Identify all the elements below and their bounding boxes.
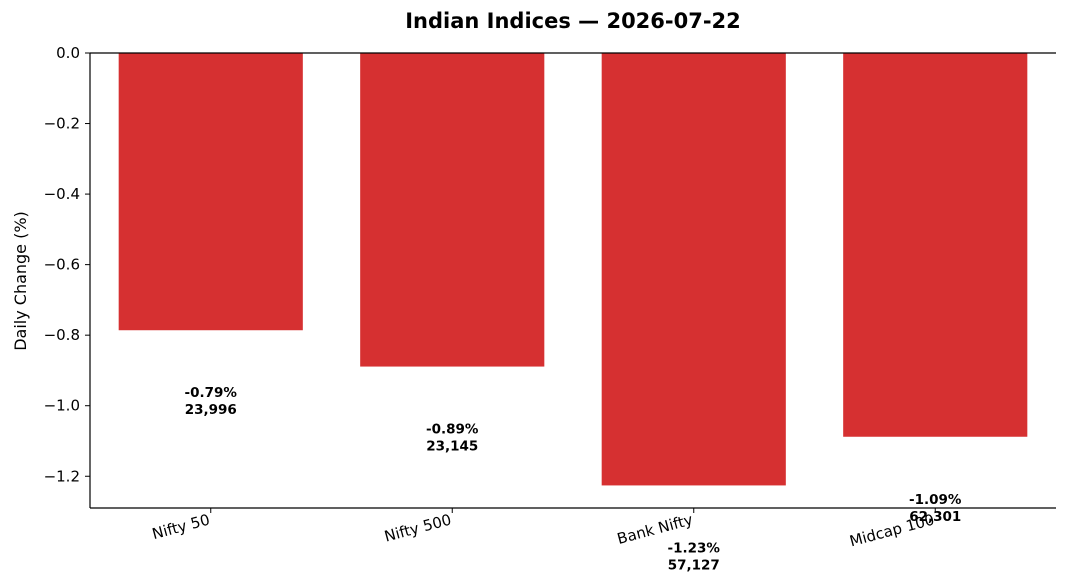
x-tick-label: Nifty 50 (150, 510, 212, 543)
labels-layer: -0.79%23,996 -0.89%23,145 -1.23%57,127 -1.0… (185, 385, 962, 573)
bar-nifty-50 (118, 53, 303, 331)
data-label-level: 62,301 (909, 509, 961, 525)
y-tick-label: −0.6 (44, 256, 80, 274)
data-label-change: -1.09% (909, 492, 962, 508)
y-tick-label: −0.4 (44, 185, 80, 203)
bar-nifty-500 (360, 53, 545, 367)
data-label-change: -1.23% (668, 540, 721, 556)
y-tick-label: −0.2 (44, 115, 80, 133)
chart-title: Indian Indices — 2026-07-22 (405, 9, 741, 33)
y-tick-label: −1.2 (44, 467, 80, 485)
y-tick-label: −1.0 (44, 397, 80, 415)
bars-layer (118, 53, 1028, 486)
data-label-change: -0.79% (185, 385, 238, 401)
data-label-level: 23,996 (185, 402, 237, 418)
data-label-level: 57,127 (668, 557, 720, 573)
y-axis-label: Daily Change (%) (11, 211, 30, 351)
y-tick-label: 0.0 (56, 44, 80, 62)
y-tick-label: −0.8 (44, 326, 80, 344)
bar-bank-nifty (601, 53, 786, 486)
x-tick-label: Nifty 500 (382, 510, 453, 545)
data-label-level: 23,145 (426, 439, 478, 455)
bar-midcap-100 (843, 53, 1028, 437)
data-label-change: -0.89% (426, 422, 479, 438)
